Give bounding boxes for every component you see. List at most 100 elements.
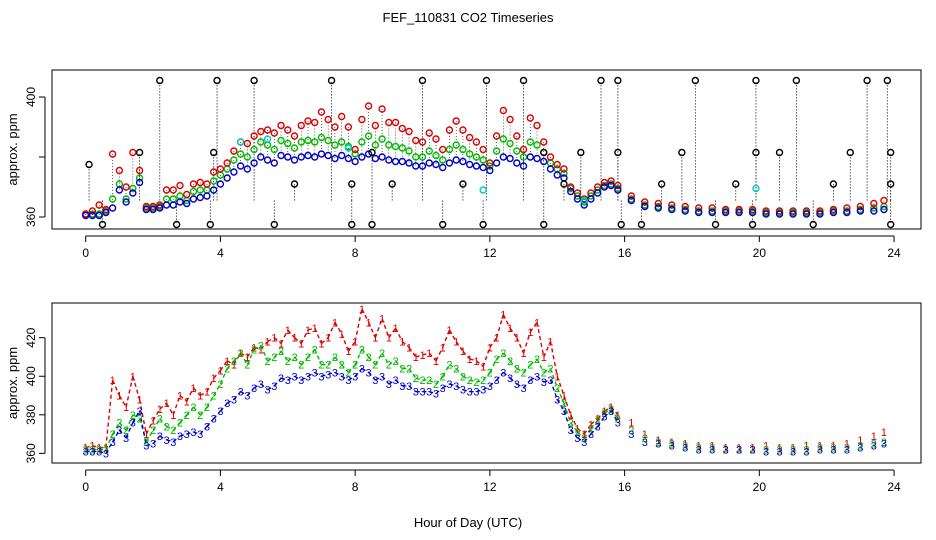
data-point — [368, 220, 376, 229]
series-segment — [583, 427, 592, 439]
data-point-marker: 2 — [601, 408, 607, 420]
data-point-marker: 1 — [547, 337, 553, 349]
series-segment — [476, 379, 484, 383]
series-segment — [429, 391, 437, 395]
data-point-marker: 1 — [278, 338, 284, 350]
data-point-marker: 3 — [103, 448, 109, 460]
data-point — [344, 123, 353, 131]
y-tick-label: 400 — [24, 87, 38, 107]
data-point — [506, 154, 514, 163]
data-point-marker: 3 — [527, 375, 533, 387]
data-point-marker: 1 — [494, 333, 500, 345]
data-point-marker: 2 — [608, 404, 614, 416]
data-point-marker: 1 — [150, 416, 156, 428]
data-point — [519, 153, 528, 161]
data-point-marker: 3 — [137, 406, 143, 418]
data-point-marker: 3 — [736, 445, 742, 457]
data-point — [452, 141, 460, 149]
data-point-marker: 2 — [561, 398, 567, 410]
data-point — [405, 127, 413, 136]
series-segment — [132, 410, 141, 423]
data-point — [351, 150, 359, 158]
data-point — [482, 76, 491, 85]
series-segment — [388, 379, 396, 385]
data-point-marker: 1 — [453, 337, 459, 349]
series-segment — [523, 364, 531, 373]
data-point — [533, 154, 541, 163]
series-segment — [449, 383, 457, 387]
data-point-marker: 3 — [211, 414, 217, 426]
series-segment — [394, 327, 403, 342]
data-point — [257, 138, 265, 146]
data-point — [506, 139, 514, 148]
data-point-marker: 2 — [184, 410, 190, 422]
data-point — [135, 166, 144, 175]
data-point-marker: 1 — [291, 333, 297, 345]
data-point — [732, 180, 740, 188]
data-point — [206, 220, 215, 229]
series-segment — [368, 356, 376, 366]
data-point-marker: 2 — [157, 414, 163, 426]
series-segment — [152, 435, 161, 445]
data-point — [108, 195, 117, 203]
data-point — [472, 162, 481, 170]
data-point — [331, 141, 339, 149]
series-segment — [138, 410, 147, 446]
data-point — [236, 150, 245, 158]
data-point-marker: 3 — [817, 445, 823, 457]
series-segment — [570, 422, 579, 433]
series-segment — [570, 429, 578, 439]
data-point — [149, 205, 157, 214]
data-point-marker: 1 — [312, 323, 318, 335]
data-point-marker: 3 — [251, 383, 257, 395]
data-point-marker: 1 — [520, 348, 526, 360]
data-point-marker: 3 — [473, 387, 479, 399]
data-point-marker: 1 — [830, 441, 836, 453]
data-point-marker: 2 — [750, 445, 756, 457]
series-segment — [549, 379, 558, 400]
series-segment — [152, 408, 161, 421]
data-point-marker: 1 — [143, 429, 149, 441]
series-segment — [381, 352, 390, 366]
data-point — [385, 118, 393, 127]
series-segment — [92, 444, 100, 449]
series-segment — [368, 371, 376, 381]
data-point — [641, 198, 649, 206]
data-point — [122, 195, 130, 203]
data-point — [162, 186, 171, 194]
data-point-marker: 2 — [406, 364, 412, 376]
data-point-marker: 3 — [386, 379, 392, 391]
data-point — [439, 163, 447, 172]
series-segment — [543, 367, 551, 374]
data-point-marker: 2 — [278, 346, 284, 358]
series-segment — [496, 352, 504, 360]
data-point-marker: 2 — [696, 443, 702, 455]
data-point-marker: 2 — [392, 356, 398, 368]
data-point-marker: 2 — [116, 418, 122, 430]
data-point-marker: 1 — [426, 348, 432, 360]
data-point-marker: 1 — [561, 391, 567, 403]
data-point-marker: 2 — [574, 427, 580, 439]
series-segment — [556, 376, 565, 396]
data-point-marker: 3 — [359, 364, 365, 376]
series-segment — [118, 429, 127, 439]
data-point-marker: 3 — [123, 433, 129, 445]
x-tick-label: 4 — [217, 480, 224, 494]
data-point-marker: 3 — [116, 425, 122, 437]
data-point — [196, 186, 204, 194]
data-point-marker: 1 — [750, 443, 756, 455]
data-point-marker: 1 — [285, 325, 291, 337]
data-point — [311, 118, 319, 127]
data-point-marker: 3 — [480, 385, 486, 397]
data-point — [243, 153, 252, 161]
data-point-marker: 1 — [231, 360, 237, 372]
data-point-marker: 1 — [541, 352, 547, 364]
data-point — [270, 159, 279, 167]
data-point-marker: 1 — [467, 354, 473, 366]
data-point-marker: 3 — [655, 439, 661, 451]
data-point — [95, 201, 103, 209]
series-segment — [395, 379, 403, 387]
data-point — [486, 162, 494, 170]
series-segment — [267, 356, 275, 362]
data-point — [492, 159, 501, 167]
